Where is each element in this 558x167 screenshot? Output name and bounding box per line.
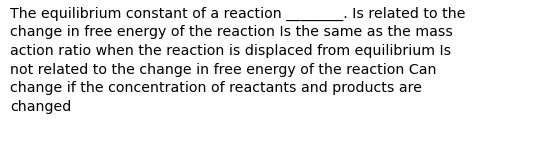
- Text: The equilibrium constant of a reaction ________. Is related to the
change in fre: The equilibrium constant of a reaction _…: [10, 7, 465, 114]
